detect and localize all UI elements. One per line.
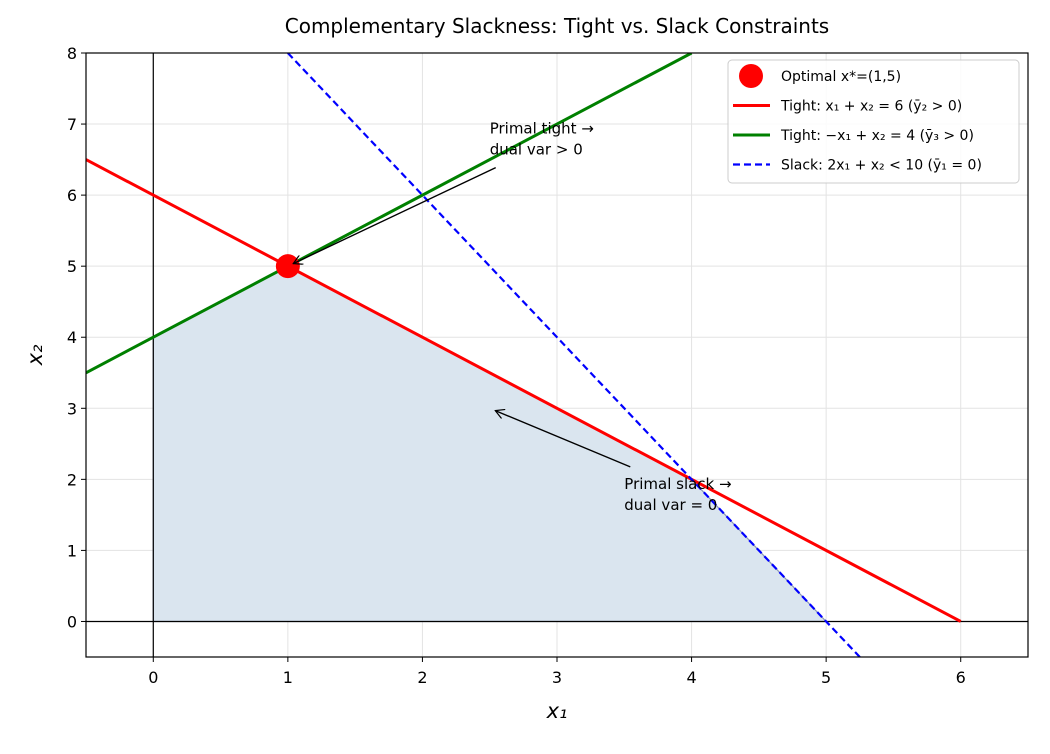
annotation-arrow [495,411,631,468]
y-axis-label: x₂ [23,344,47,366]
feasible-region [152,265,828,623]
constraint-line [86,158,962,623]
x-tick-label: 6 [956,668,966,687]
x-tick-label: 1 [283,668,293,687]
optimal-point [275,254,300,279]
y-tick-label: 0 [67,612,77,631]
legend-label: Tight: x₁ + x₂ = 6 (ȳ₂ > 0) [780,99,962,115]
y-tick-label: 5 [67,257,77,276]
annotation-text: Primal slack → [624,475,731,493]
legend-box [727,59,1020,184]
y-tick-label: 3 [67,399,77,418]
legend-marker [739,64,763,88]
legend-label: Optimal x*=(1,5) [781,69,901,85]
annotation-text: Primal tight → [490,120,594,138]
x-tick-label: 5 [821,668,831,687]
x-tick-label: 0 [148,668,158,687]
x-tick-label: 2 [417,668,427,687]
legend-label: Tight: −x₁ + x₂ = 4 (ȳ₃ > 0) [780,128,974,144]
y-tick-label: 4 [67,328,77,347]
constraint-line [86,53,693,375]
chart-title: Complementary Slackness: Tight vs. Slack… [285,14,829,38]
y-tick-label: 1 [67,541,77,560]
y-tick-label: 7 [67,115,77,134]
plot-frame [85,52,1029,658]
annotation-arrow [293,166,497,264]
constraint-line [287,53,861,657]
annotation-text: dual var = 0 [624,496,717,514]
legend-label: Slack: 2x₁ + x₂ < 10 (ȳ₁ = 0) [781,158,982,174]
y-tick-label: 6 [67,186,77,205]
y-tick-label: 2 [67,470,77,489]
y-tick-label: 8 [67,44,77,63]
annotation-text: dual var > 0 [490,141,583,159]
x-tick-label: 4 [686,668,696,687]
x-tick-label: 3 [552,668,562,687]
x-axis-label: x₁ [546,699,568,723]
